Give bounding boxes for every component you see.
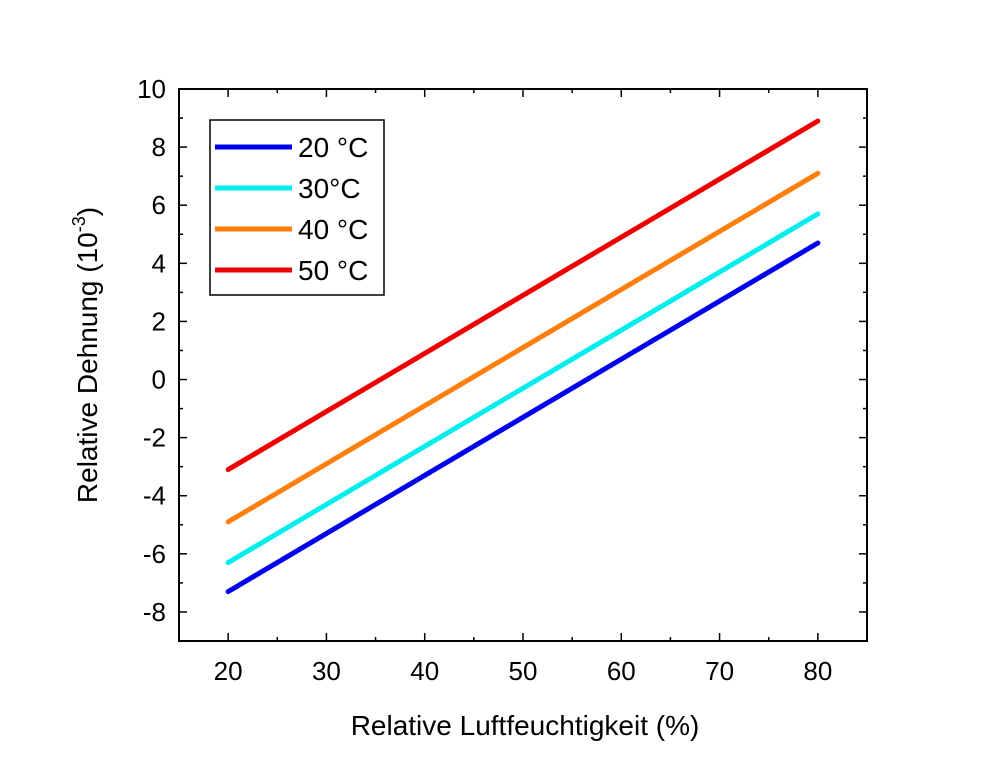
y-tick-label: 6 xyxy=(152,190,166,220)
y-tick-label: 2 xyxy=(152,306,166,336)
legend-label-1: 20 °C xyxy=(298,132,368,163)
y-tick-label: 0 xyxy=(152,365,166,395)
y-tick-label: -4 xyxy=(143,481,166,511)
series-line-4 xyxy=(225,118,821,473)
x-axis-title: Relative Luftfeuchtigkeit (%) xyxy=(351,710,700,741)
series-layer xyxy=(225,118,821,595)
x-tick-label: 80 xyxy=(803,656,832,686)
ticks-layer: 20 30 40 50 60 70 80 -8 -6 -4 -2 0 2 4 6 8 10 xyxy=(137,74,868,686)
x-tick-label: 60 xyxy=(607,656,636,686)
x-tick-label: 40 xyxy=(410,656,439,686)
legend-label-2: 30°C xyxy=(298,173,361,204)
y-axis-title-close: ) xyxy=(72,207,103,216)
y-tick-label: -2 xyxy=(143,423,166,453)
series-line-3 xyxy=(225,170,821,525)
y-tick-label: 4 xyxy=(152,248,166,278)
legend-label-4: 50 °C xyxy=(298,255,368,286)
y-axis-title-exponent: -3 xyxy=(69,216,89,232)
y-tick-label: -8 xyxy=(143,597,166,627)
x-tick-label: 50 xyxy=(509,656,538,686)
y-tick-label: -6 xyxy=(143,539,166,569)
x-tick-label: 30 xyxy=(312,656,341,686)
y-tick-label: 10 xyxy=(137,74,166,104)
legend-label-3: 40 °C xyxy=(298,214,368,245)
y-tick-label: 8 xyxy=(152,132,166,162)
x-tick-label: 20 xyxy=(214,656,243,686)
y-axis-title: Relative Dehnung (10-3) xyxy=(69,207,103,503)
x-tick-label: 70 xyxy=(705,656,734,686)
series-line-1 xyxy=(225,240,821,595)
y-axis-title-main: Relative Dehnung (10 xyxy=(72,232,103,503)
series-line-2 xyxy=(225,211,821,566)
legend: 20 °C 30°C 40 °C 50 °C xyxy=(209,119,385,296)
